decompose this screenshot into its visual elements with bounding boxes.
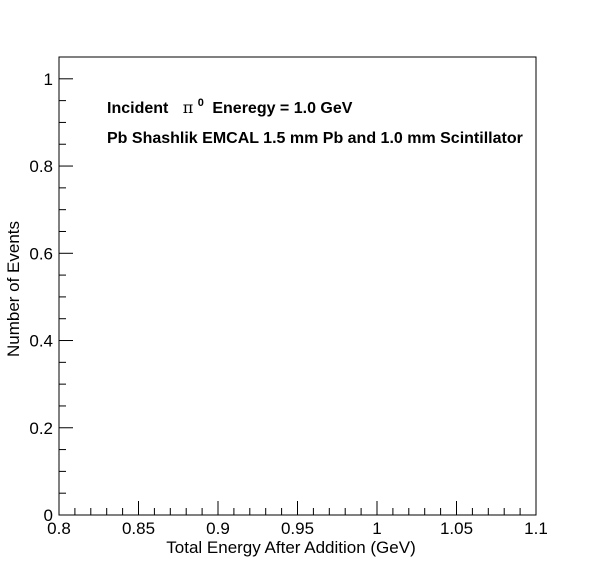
annotation-incident-energy: Incident π 0 Eneregy = 1.0 GeV — [107, 93, 353, 117]
x-tick-label: 0.8 — [47, 519, 71, 538]
plot-frame — [58, 56, 537, 516]
y-tick-label: 0.6 — [29, 244, 53, 263]
y-axis-ticks — [59, 56, 73, 516]
x-axis-ticks — [58, 501, 537, 515]
x-tick-label: 0.9 — [206, 519, 230, 538]
x-tick-label: 1.1 — [524, 519, 548, 538]
x-axis-tick-labels: 0.8 0.85 0.9 0.95 1 1.05 1.1 — [47, 519, 548, 538]
pi-symbol: π — [183, 98, 194, 117]
annotation-detector: Pb Shashlik EMCAL 1.5 mm Pb and 1.0 mm S… — [107, 130, 523, 147]
y-tick-label: 0 — [44, 506, 53, 525]
x-tick-label: 1 — [372, 519, 381, 538]
x-tick-label: 0.85 — [122, 519, 155, 538]
y-axis-title: Number of Events — [4, 221, 23, 357]
y-tick-label: 0.8 — [29, 157, 53, 176]
annotation-incident-prefix: Incident — [107, 100, 169, 117]
x-tick-label: 1.05 — [440, 519, 473, 538]
y-tick-label: 0.2 — [29, 419, 53, 438]
y-tick-label: 0.4 — [29, 332, 53, 351]
y-tick-label: 1 — [44, 70, 53, 89]
y-axis-tick-labels: 0 0.2 0.4 0.6 0.8 1 — [29, 70, 53, 525]
x-axis-title: Total Energy After Addition (GeV) — [166, 538, 415, 557]
pi-superscript: 0 — [198, 97, 204, 109]
annotation-incident-suffix: Eneregy = 1.0 GeV — [212, 100, 352, 117]
x-tick-label: 0.95 — [281, 519, 314, 538]
